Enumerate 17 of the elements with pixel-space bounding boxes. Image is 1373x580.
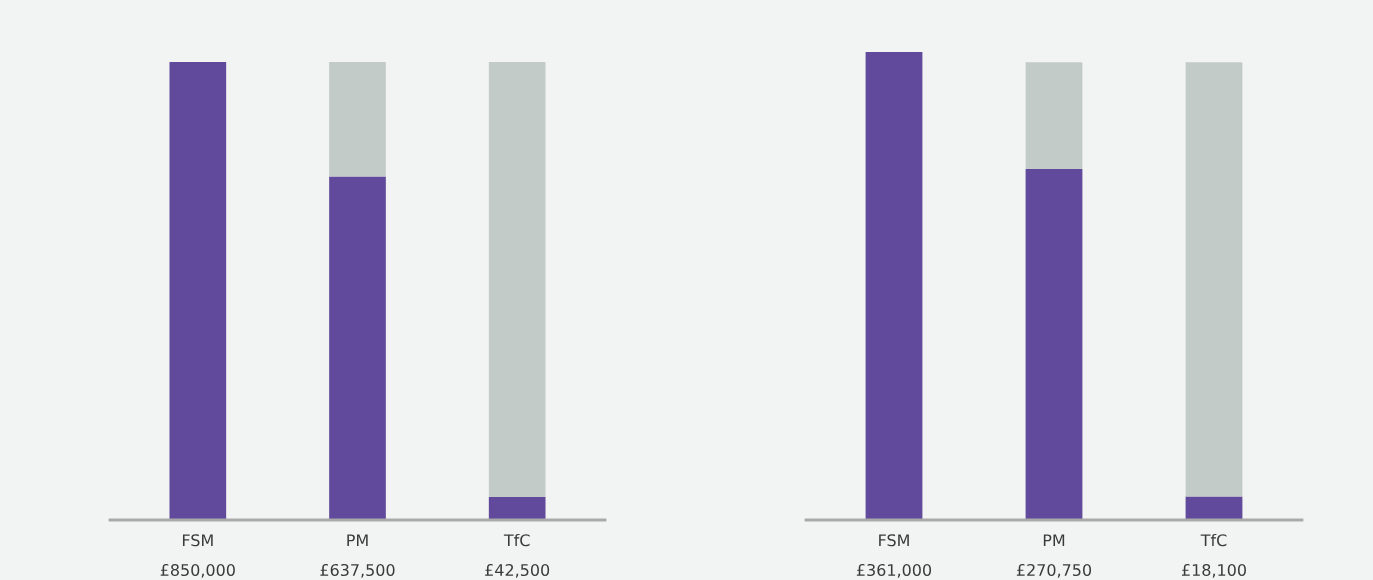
x-tick-label: PM [1043, 534, 1065, 547]
bar [1025, 169, 1083, 520]
x-tick-label: FSM [182, 534, 213, 547]
data-label: £18,100 [1181, 563, 1246, 578]
data-label: £42,500 [485, 563, 550, 578]
x-tick-label: TfC [1200, 533, 1227, 547]
x-tick-label: FSM [879, 534, 909, 547]
data-label: £361,000 [856, 563, 932, 578]
bar [865, 52, 923, 520]
x-tick-label: TfC [503, 533, 530, 547]
x-tick-label: PM [347, 534, 368, 547]
data-label: £637,500 [320, 563, 395, 578]
bar [1185, 62, 1243, 497]
data-label: £270,750 [1016, 563, 1092, 578]
bar [1025, 62, 1083, 169]
bar [1185, 496, 1243, 520]
data-label: £850,000 [160, 563, 235, 578]
